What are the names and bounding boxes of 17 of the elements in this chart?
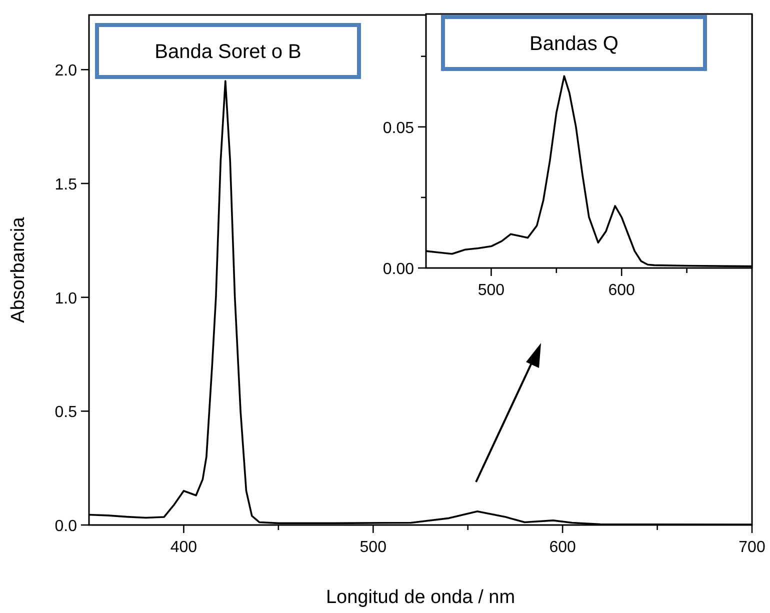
x-tick-label: 600 xyxy=(608,282,636,299)
y-tick-label: 0.00 xyxy=(382,261,414,278)
x-tick-label: 700 xyxy=(738,539,766,556)
y-tick-label: 0.0 xyxy=(54,518,78,535)
x-tick-label: 500 xyxy=(478,282,505,299)
annotation: Banda Soret o B xyxy=(154,41,302,63)
x-tick-label: 500 xyxy=(360,539,387,556)
y-axis-title: Absorbancia xyxy=(8,216,29,323)
y-tick-label: 1.0 xyxy=(54,290,78,308)
y-tick-label: 0.05 xyxy=(382,120,414,137)
y-tick-label: 2.0 xyxy=(54,62,78,80)
x-tick-label: 400 xyxy=(170,539,198,556)
y-tick-label: 1.5 xyxy=(54,176,78,194)
y-tick-label: 0.5 xyxy=(54,404,78,422)
x-axis-title: Longitud de onda / nm xyxy=(326,587,516,608)
x-tick-label: 600 xyxy=(549,539,576,556)
annotation: Bandas Q xyxy=(530,33,618,55)
